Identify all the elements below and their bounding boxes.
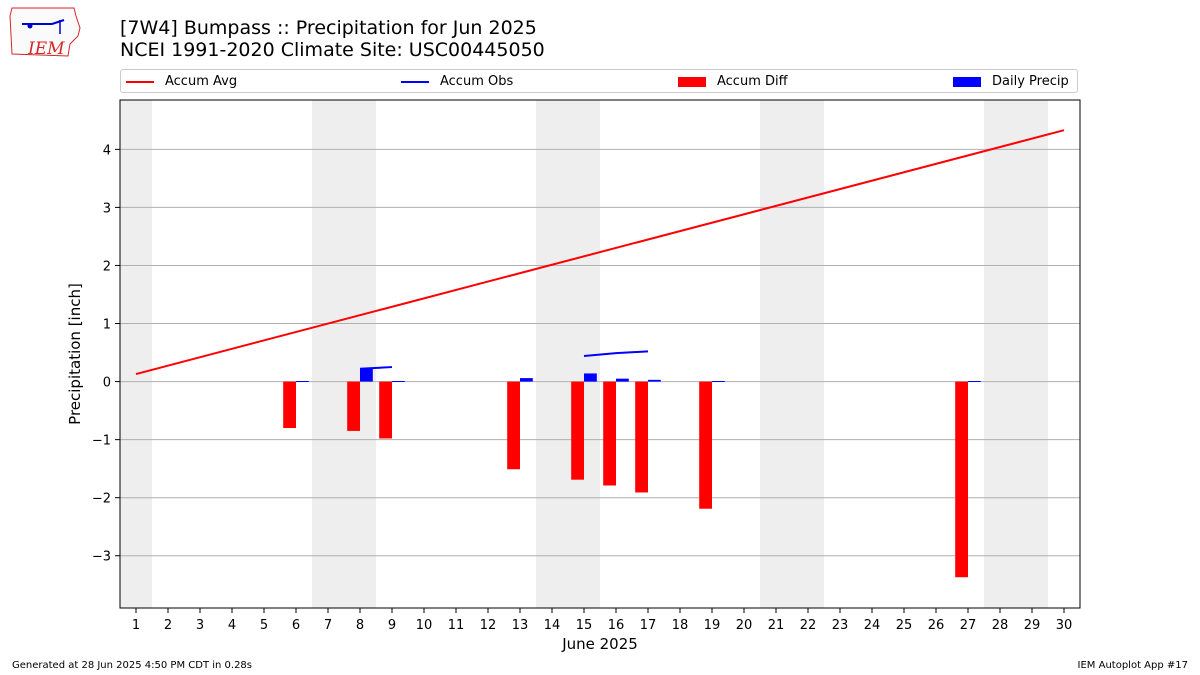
xtick-label-18: 18 xyxy=(672,618,689,633)
xtick-label-30: 30 xyxy=(1056,618,1073,633)
xtick-label-24: 24 xyxy=(864,618,881,633)
xtick-label-12: 12 xyxy=(480,618,497,633)
xtick-label-22: 22 xyxy=(800,618,817,633)
xtick-label-4: 4 xyxy=(228,618,236,633)
accum-diff-bar-day-8 xyxy=(347,381,360,431)
legend-item-daily-precip: Daily Precip xyxy=(953,73,1069,90)
plot-frame xyxy=(119,99,1081,609)
logo-text: IEM xyxy=(28,39,65,59)
ytick-label--2: −2 xyxy=(92,492,111,507)
gridlines-layer xyxy=(120,148,1080,557)
legend-item-accum-diff: Accum Diff xyxy=(678,73,788,90)
ytick-label-4: 4 xyxy=(103,143,111,158)
ytick-label-3: 3 xyxy=(103,201,111,216)
legend-swatch-accum-avg xyxy=(126,80,154,83)
legend-label-accum-avg: Accum Avg xyxy=(165,74,238,89)
xtick-label-11: 11 xyxy=(448,618,465,633)
ytick-label-1: 1 xyxy=(103,318,111,333)
xtick-label-28: 28 xyxy=(992,618,1009,633)
weekend-shading-layer xyxy=(120,100,1048,608)
weekend-shade-0 xyxy=(120,100,152,608)
xtick-label-9: 9 xyxy=(388,618,396,633)
daily-precip-bar-day-6 xyxy=(296,380,309,382)
legend-swatch-accum-obs xyxy=(401,80,429,83)
ytick-label-2: 2 xyxy=(103,259,111,274)
daily-precip-bar-day-13 xyxy=(520,378,533,382)
title-line-1: [7W4] Bumpass :: Precipitation for Jun 2… xyxy=(120,17,537,39)
accum-diff-bar-day-27 xyxy=(955,381,968,578)
xtick-label-2: 2 xyxy=(164,618,172,633)
xtick-label-25: 25 xyxy=(896,618,913,633)
legend-item-accum-obs: Accum Obs xyxy=(401,73,513,90)
ytick-label--1: −1 xyxy=(92,434,111,449)
title-line-2: NCEI 1991-2020 Climate Site: USC00445050 xyxy=(120,39,545,61)
legend: Accum Avg Accum Obs Accum Diff Daily Pre… xyxy=(120,69,1078,93)
legend-label-accum-obs: Accum Obs xyxy=(440,74,514,89)
ytick-label--3: −3 xyxy=(92,550,111,565)
weekend-shade-2 xyxy=(536,100,600,608)
xtick-label-19: 19 xyxy=(704,618,721,633)
legend-label-daily-precip: Daily Precip xyxy=(992,74,1069,89)
xtick-label-26: 26 xyxy=(928,618,945,633)
xtick-label-3: 3 xyxy=(196,618,204,633)
legend-item-accum-avg: Accum Avg xyxy=(126,73,237,90)
xtick-label-27: 27 xyxy=(960,618,977,633)
daily-precip-bar-day-16 xyxy=(616,378,629,382)
accum-diff-bar-day-17 xyxy=(635,381,648,493)
daily-precip-bar-day-8 xyxy=(360,368,373,382)
xtick-label-7: 7 xyxy=(324,618,332,633)
iowa-map-icon xyxy=(9,7,81,57)
xtick-label-10: 10 xyxy=(416,618,433,633)
accum-diff-bar-day-9 xyxy=(379,381,392,439)
accum-obs-line-0 xyxy=(359,366,393,370)
weekend-shade-1 xyxy=(312,100,376,608)
x-axis-label: June 2025 xyxy=(561,635,638,653)
bars-layer xyxy=(283,368,981,578)
chart-title: [7W4] Bumpass :: Precipitation for Jun 2… xyxy=(120,17,545,61)
weekend-shade-4 xyxy=(984,100,1048,608)
accum-avg-line xyxy=(135,129,1065,375)
y-axis-label: Precipitation [inch] xyxy=(66,283,84,425)
legend-swatch-accum-diff xyxy=(678,76,706,87)
weekend-shade-3 xyxy=(760,100,824,608)
daily-precip-bar-day-17 xyxy=(648,379,661,382)
xtick-label-16: 16 xyxy=(608,618,625,633)
footer-app: IEM Autoplot App #17 xyxy=(1077,660,1188,671)
xtick-label-29: 29 xyxy=(1024,618,1041,633)
accum-diff-bar-day-15 xyxy=(571,381,584,480)
xtick-label-20: 20 xyxy=(736,618,753,633)
xtick-label-13: 13 xyxy=(512,618,529,633)
footer-generated: Generated at 28 Jun 2025 4:50 PM CDT in … xyxy=(12,660,253,671)
xtick-label-5: 5 xyxy=(260,618,268,633)
legend-label-accum-diff: Accum Diff xyxy=(717,74,788,89)
xtick-label-23: 23 xyxy=(832,618,849,633)
lines-layer xyxy=(135,129,1065,375)
accum-diff-bar-day-13 xyxy=(507,381,520,470)
xtick-label-8: 8 xyxy=(356,618,364,633)
ytick-label-0: 0 xyxy=(103,376,111,391)
daily-precip-bar-day-19 xyxy=(712,380,725,382)
xtick-label-6: 6 xyxy=(292,618,300,633)
daily-precip-bar-day-27 xyxy=(968,380,981,382)
xtick-label-1: 1 xyxy=(132,618,140,633)
xtick-label-15: 15 xyxy=(576,618,593,633)
legend-swatch-daily-precip xyxy=(953,76,981,87)
daily-precip-bar-day-9 xyxy=(392,380,405,382)
daily-precip-bar-day-15 xyxy=(584,373,597,382)
xtick-label-21: 21 xyxy=(768,618,785,633)
accum-diff-bar-day-6 xyxy=(283,381,296,429)
xtick-label-17: 17 xyxy=(640,618,657,633)
accum-diff-bar-day-19 xyxy=(699,381,712,509)
iem-logo: IEM xyxy=(8,6,82,60)
accum-obs-line-1 xyxy=(583,350,649,358)
accum-diff-bar-day-16 xyxy=(603,381,616,486)
xtick-label-14: 14 xyxy=(544,618,561,633)
